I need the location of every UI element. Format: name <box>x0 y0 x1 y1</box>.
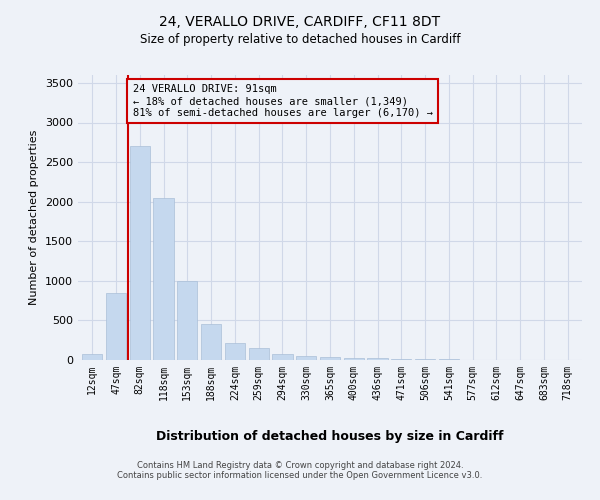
Text: Size of property relative to detached houses in Cardiff: Size of property relative to detached ho… <box>140 32 460 46</box>
Bar <box>130 146 150 360</box>
Bar <box>367 358 388 360</box>
Text: 24, VERALLO DRIVE, CARDIFF, CF11 8DT: 24, VERALLO DRIVE, CARDIFF, CF11 8DT <box>160 15 440 29</box>
Bar <box>344 358 364 360</box>
Bar <box>106 292 126 360</box>
Bar <box>272 354 293 360</box>
Text: Contains HM Land Registry data © Crown copyright and database right 2024.
Contai: Contains HM Land Registry data © Crown c… <box>118 460 482 480</box>
Text: Distribution of detached houses by size in Cardiff: Distribution of detached houses by size … <box>156 430 504 443</box>
Text: 24 VERALLO DRIVE: 91sqm
← 18% of detached houses are smaller (1,349)
81% of semi: 24 VERALLO DRIVE: 91sqm ← 18% of detache… <box>133 84 433 117</box>
Bar <box>415 359 435 360</box>
Bar <box>225 342 245 360</box>
Bar <box>154 198 173 360</box>
Bar <box>320 357 340 360</box>
Bar <box>391 359 412 360</box>
Bar <box>201 324 221 360</box>
Bar <box>248 348 269 360</box>
Bar <box>296 356 316 360</box>
Bar <box>177 281 197 360</box>
Bar <box>82 354 103 360</box>
Y-axis label: Number of detached properties: Number of detached properties <box>29 130 40 305</box>
